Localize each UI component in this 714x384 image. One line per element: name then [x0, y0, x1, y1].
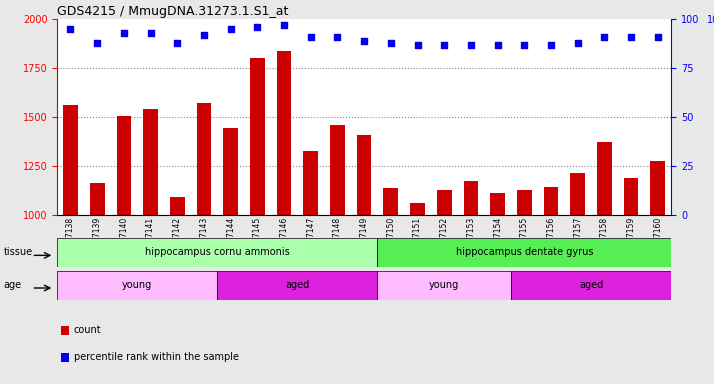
Point	[599, 34, 610, 40]
Bar	[437, 190, 451, 215]
Point	[198, 32, 210, 38]
Point	[518, 41, 530, 48]
Point	[65, 26, 76, 32]
Text: GDS4215 / MmugDNA.31273.1.S1_at: GDS4215 / MmugDNA.31273.1.S1_at	[57, 5, 288, 18]
Point	[625, 34, 637, 40]
Text: tissue: tissue	[4, 247, 33, 258]
Bar	[597, 142, 612, 215]
Bar	[517, 190, 532, 215]
Bar	[330, 125, 345, 215]
Bar	[223, 128, 238, 215]
Bar	[277, 51, 291, 215]
Bar	[57, 238, 378, 267]
Text: aged: aged	[286, 280, 310, 290]
Bar	[357, 135, 371, 215]
Bar	[570, 173, 585, 215]
Point	[91, 40, 103, 46]
Point	[545, 41, 557, 48]
Bar	[303, 151, 318, 215]
Bar	[144, 109, 158, 215]
Bar	[410, 203, 425, 215]
Point	[412, 41, 423, 48]
Text: young: young	[429, 280, 459, 290]
Point	[251, 24, 263, 30]
Text: hippocampus cornu ammonis: hippocampus cornu ammonis	[145, 247, 290, 258]
Point	[305, 34, 316, 40]
Point	[278, 22, 290, 28]
Bar	[63, 105, 78, 215]
Bar	[543, 187, 558, 215]
Bar	[196, 103, 211, 215]
Text: age: age	[4, 280, 21, 290]
Bar	[383, 188, 398, 215]
Bar	[463, 181, 478, 215]
Point	[171, 40, 183, 46]
Point	[332, 34, 343, 40]
Point	[385, 40, 396, 46]
Point	[358, 38, 370, 44]
Bar	[217, 271, 378, 300]
Point	[145, 30, 156, 36]
Bar	[90, 183, 104, 215]
Bar	[650, 161, 665, 215]
Bar	[378, 271, 511, 300]
Point	[225, 26, 236, 32]
Text: count: count	[74, 325, 101, 335]
Text: aged: aged	[579, 280, 603, 290]
Point	[118, 30, 129, 36]
Bar	[116, 116, 131, 215]
Point	[466, 41, 477, 48]
Text: hippocampus dentate gyrus: hippocampus dentate gyrus	[456, 247, 593, 258]
Point	[652, 34, 663, 40]
Bar	[170, 197, 185, 215]
Bar	[250, 58, 265, 215]
Bar	[378, 238, 671, 267]
Bar	[511, 271, 671, 300]
Point	[492, 41, 503, 48]
Point	[572, 40, 583, 46]
Point	[438, 41, 450, 48]
Text: percentile rank within the sample: percentile rank within the sample	[74, 352, 238, 362]
Bar	[57, 271, 217, 300]
Text: young: young	[122, 280, 152, 290]
Bar	[624, 178, 638, 215]
Y-axis label: 100%: 100%	[707, 15, 714, 25]
Bar	[491, 192, 505, 215]
